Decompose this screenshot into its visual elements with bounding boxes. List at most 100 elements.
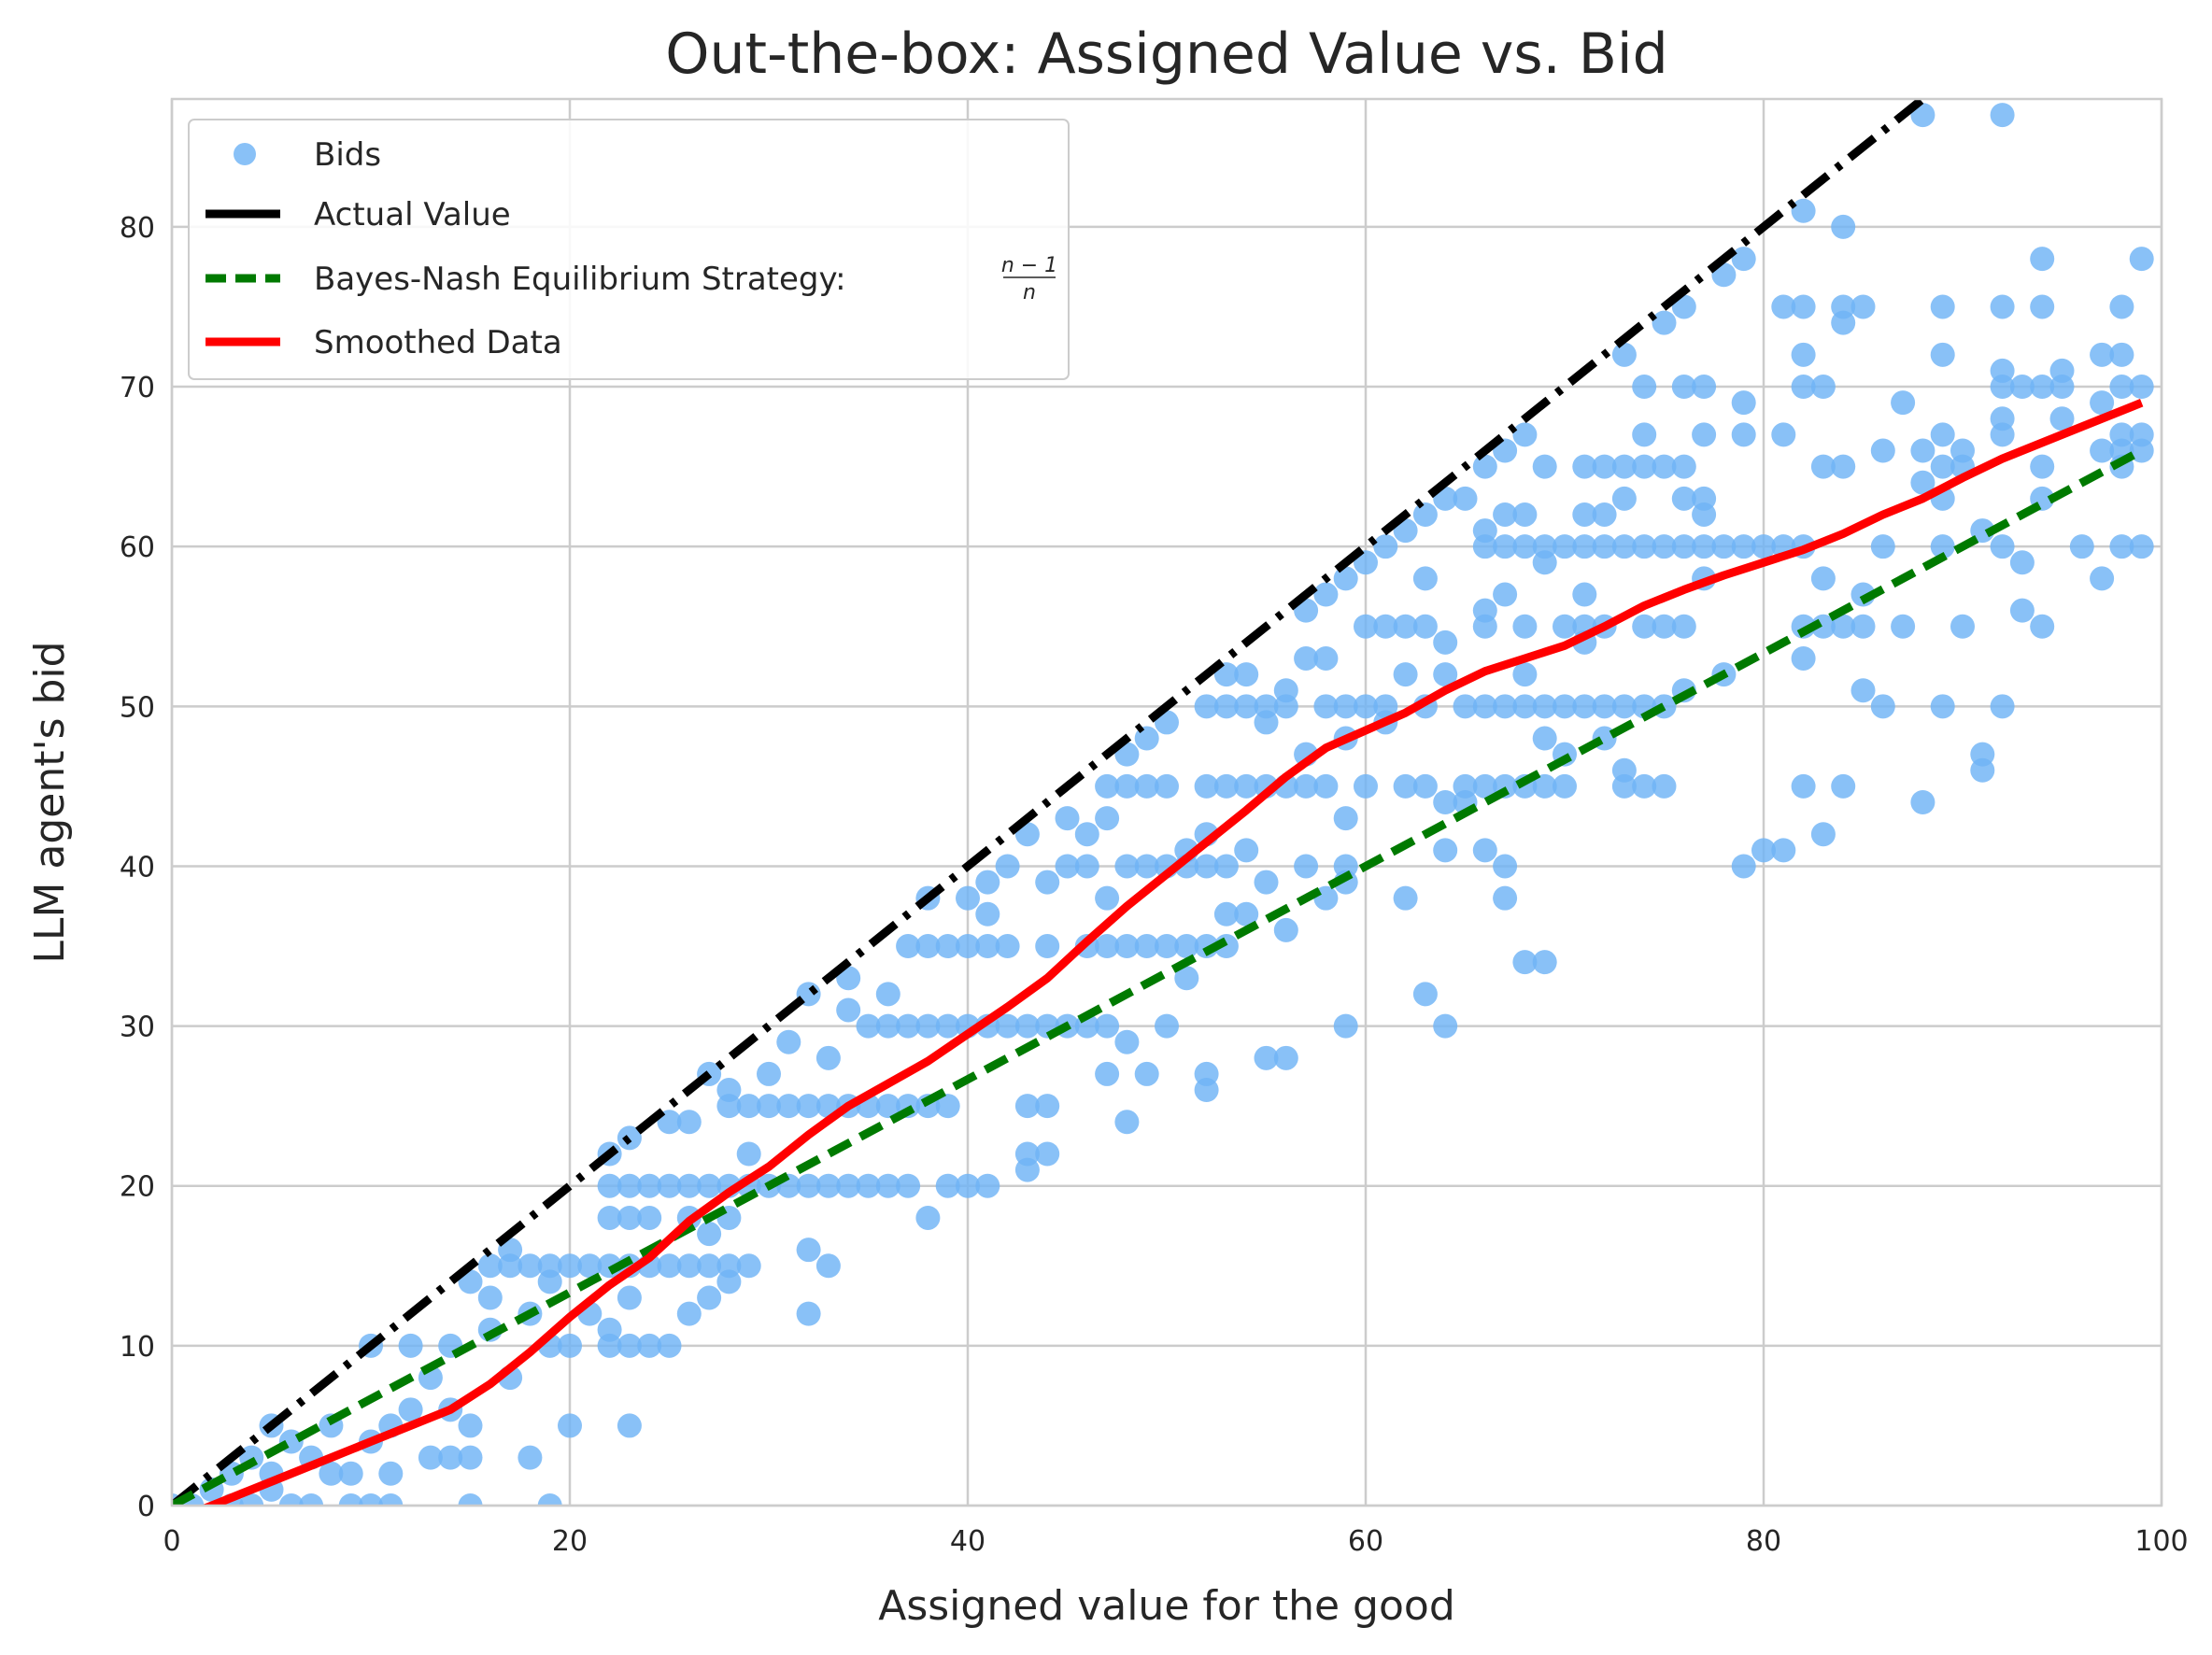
bid-point — [676, 1173, 702, 1198]
bid-point — [1472, 454, 1497, 479]
bid-point — [896, 1173, 921, 1198]
bid-point — [1174, 934, 1199, 959]
bid-point — [617, 1205, 642, 1230]
y-tick-label: 60 — [120, 531, 155, 564]
bid-point — [657, 1333, 682, 1358]
bid-point — [1930, 422, 1955, 447]
bid-point — [1412, 614, 1438, 639]
bid-point — [1074, 854, 1099, 879]
bid-point — [1055, 854, 1080, 879]
bid-point — [1412, 773, 1438, 799]
bid-point — [1572, 582, 1597, 607]
bid-point — [1433, 1013, 1458, 1039]
bid-point — [1810, 822, 1836, 847]
bid-point — [676, 1110, 702, 1135]
y-tick-label: 40 — [120, 851, 155, 884]
bid-point — [1412, 982, 1438, 1007]
bid-point — [1731, 422, 1756, 447]
bid-point — [1095, 1013, 1120, 1039]
bid-point — [1791, 375, 1816, 400]
bid-point — [1472, 773, 1497, 799]
bid-point — [617, 1285, 642, 1310]
bid-point — [1114, 773, 1140, 799]
bid-point — [1155, 1013, 1179, 1039]
bid-point — [1512, 950, 1538, 975]
bid-point — [2090, 438, 2115, 463]
bid-point — [1393, 773, 1418, 799]
bid-point — [856, 1013, 881, 1039]
bid-point — [1512, 614, 1538, 639]
bid-point — [1333, 806, 1358, 831]
legend-smoothed-label: Smoothed Data — [314, 324, 562, 361]
bid-point — [776, 1029, 801, 1054]
bid-point — [1134, 934, 1159, 959]
bid-point — [1891, 390, 1916, 416]
bid-point — [975, 1173, 1000, 1198]
bid-point — [1891, 614, 1916, 639]
bid-point — [1671, 534, 1696, 559]
bid-point — [1114, 1110, 1140, 1135]
bid-point — [1572, 694, 1597, 719]
bid-point — [458, 1413, 483, 1438]
x-tick-label: 80 — [1746, 1525, 1781, 1558]
bid-point — [975, 934, 1000, 959]
bid-point — [1472, 598, 1497, 623]
bid-point — [2109, 422, 2134, 447]
bid-point — [716, 1253, 742, 1279]
x-tick-label: 40 — [950, 1525, 985, 1558]
bid-point — [1014, 1141, 1040, 1167]
bid-point — [1453, 486, 1478, 511]
bid-point — [1035, 1141, 1060, 1167]
bid-point — [1870, 534, 1895, 559]
bid-point — [1652, 614, 1677, 639]
bid-point — [796, 1173, 821, 1198]
y-tick-label: 0 — [137, 1491, 155, 1523]
bid-point — [2030, 247, 2055, 272]
bid-point — [1611, 534, 1637, 559]
bid-point — [1831, 454, 1856, 479]
bid-point — [1731, 854, 1756, 879]
bid-point — [1134, 1061, 1159, 1086]
bid-point — [1014, 1094, 1040, 1119]
bid-point — [1532, 950, 1557, 975]
bid-point — [1553, 694, 1577, 719]
bid-point — [676, 1253, 702, 1279]
bid-point — [1433, 662, 1458, 687]
bid-point — [1354, 694, 1378, 719]
bid-point — [995, 854, 1020, 879]
bid-point — [757, 1094, 781, 1119]
bid-point — [1273, 1045, 1298, 1070]
bid-point — [1213, 773, 1239, 799]
bid-point — [657, 1173, 682, 1198]
bid-point — [1870, 694, 1895, 719]
bid-point — [836, 997, 861, 1023]
x-tick-labels: 0 20 40 60 80 100 — [163, 1525, 2188, 1558]
bid-point — [1553, 534, 1577, 559]
bid-point — [815, 1045, 841, 1070]
bid-point — [1254, 694, 1279, 719]
bid-point — [1632, 454, 1657, 479]
bid-point — [1134, 773, 1159, 799]
bid-point — [558, 1413, 582, 1438]
bid-point — [1791, 198, 1816, 223]
smoothed-data-line — [200, 399, 2144, 1506]
bid-point — [1592, 534, 1617, 559]
bid-point — [1174, 966, 1199, 991]
bid-point — [1035, 934, 1060, 959]
bid-point — [1592, 454, 1617, 479]
bid-point — [617, 1173, 642, 1198]
bid-point — [398, 1397, 423, 1422]
bid-point — [875, 1173, 900, 1198]
bid-point — [2049, 406, 2075, 431]
bid-point — [1095, 806, 1120, 831]
bid-point — [1611, 486, 1637, 511]
bid-point — [597, 1317, 622, 1342]
bid-point — [2109, 342, 2134, 367]
bid-point — [1453, 773, 1478, 799]
bid-point — [1671, 614, 1696, 639]
bid-point — [1791, 294, 1816, 319]
bid-point — [1373, 614, 1398, 639]
y-tick-labels: 0 10 20 30 40 50 60 70 80 — [120, 212, 155, 1523]
bid-point — [1751, 534, 1776, 559]
bid-point — [875, 982, 900, 1007]
